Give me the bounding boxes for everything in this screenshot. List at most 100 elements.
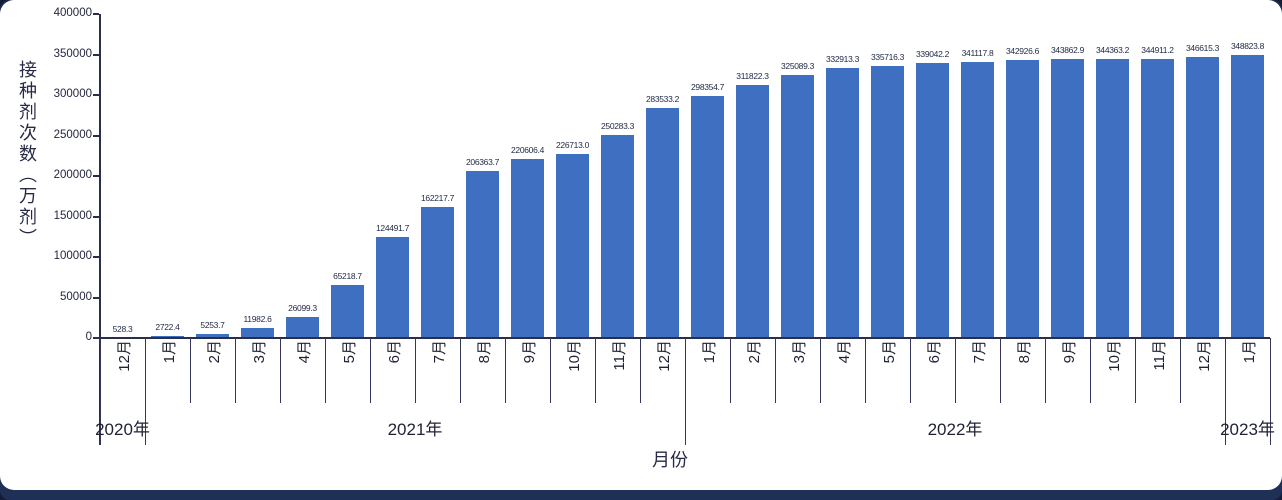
bar-4月 — [826, 68, 859, 338]
bar-value-label: 11982.6 — [243, 314, 272, 325]
month-label: 11月 — [1150, 340, 1168, 371]
month-separator — [774, 338, 776, 403]
y-tick-label: 150000 — [53, 209, 92, 222]
month-separator — [999, 338, 1001, 403]
bar-value-label: 332913.3 — [825, 54, 860, 65]
bar-5月 — [331, 285, 364, 338]
month-separator — [729, 338, 731, 403]
bar-10月 — [1096, 59, 1129, 338]
bar-value-label: 298354.7 — [690, 82, 725, 93]
bar-7月 — [421, 206, 454, 338]
month-label: 12月 — [1195, 340, 1213, 372]
month-separator — [279, 338, 281, 403]
bar-value-label: 226713.0 — [555, 140, 590, 151]
month-separator — [414, 338, 416, 403]
bar-value-label: 283533.2 — [645, 94, 680, 105]
y-tick-mark — [93, 215, 99, 218]
month-separator — [369, 338, 371, 403]
month-label: 3月 — [790, 340, 808, 364]
month-separator — [324, 338, 326, 403]
bar-9月 — [511, 159, 544, 338]
bar-value-label: 344363.2 — [1095, 45, 1130, 56]
month-label: 8月 — [1015, 340, 1033, 364]
month-label: 11月 — [610, 340, 628, 371]
bar-12月 — [646, 108, 679, 338]
y-tick-label: 350000 — [53, 47, 92, 60]
y-tick-mark — [93, 296, 99, 299]
y-tick-label: 100000 — [53, 250, 92, 262]
bar-6月 — [916, 63, 949, 338]
month-label: 12月 — [655, 340, 673, 372]
year-label: 2022年 — [927, 420, 983, 439]
bar-11月 — [601, 135, 634, 338]
bar-value-label: 343862.9 — [1050, 45, 1085, 56]
bar-value-label: 124491.7 — [375, 223, 410, 234]
bar-4月 — [286, 316, 319, 338]
bar-8月 — [1006, 60, 1039, 338]
month-label: 7月 — [970, 340, 988, 364]
month-label: 9月 — [1060, 340, 1078, 364]
month-label: 1月 — [700, 340, 718, 364]
bar-1月 — [1231, 55, 1264, 338]
month-separator — [459, 338, 461, 403]
month-label: 4月 — [295, 340, 313, 364]
month-separator — [1179, 338, 1181, 403]
bar-value-label: 342926.6 — [1005, 46, 1040, 57]
bar-11月 — [1141, 58, 1174, 338]
y-tick-label: 0 — [85, 331, 92, 343]
month-separator — [189, 338, 191, 403]
bar-value-label: 344911.2 — [1141, 44, 1174, 55]
y-tick-mark — [93, 94, 99, 96]
bar-3月 — [781, 74, 814, 338]
year-label: 2020年 — [95, 420, 150, 439]
bar-value-label: 162217.7 — [420, 192, 455, 203]
month-label: 1月 — [1240, 340, 1258, 364]
bar-value-label: 250283.3 — [600, 121, 635, 132]
year-label: 2021年 — [387, 420, 443, 439]
year-separator — [1224, 338, 1226, 445]
y-tick-label: 200000 — [53, 169, 92, 181]
year-separator — [144, 338, 146, 445]
month-label: 2月 — [745, 340, 763, 364]
bar-9月 — [1051, 59, 1084, 338]
bar-value-label: 528.3 — [112, 323, 133, 334]
bar-value-label: 348823.8 — [1230, 41, 1265, 52]
month-label: 10月 — [565, 340, 583, 372]
month-label: 2月 — [205, 340, 223, 364]
month-label: 6月 — [385, 340, 403, 364]
bar-value-label: 65218.7 — [333, 271, 362, 282]
month-separator — [954, 338, 956, 403]
bar-value-label: 341117.8 — [961, 47, 994, 58]
y-tick-mark — [93, 13, 99, 15]
year-label: 2023年 — [1220, 420, 1275, 439]
bar-value-label: 5253.7 — [200, 319, 225, 330]
month-label: 5月 — [340, 340, 358, 364]
x-axis-line — [94, 337, 1270, 339]
month-label: 10月 — [1105, 340, 1123, 372]
month-separator — [504, 338, 506, 403]
month-label: 5月 — [880, 340, 898, 364]
month-separator — [1089, 338, 1091, 403]
bar-value-label: 206363.7 — [465, 156, 500, 167]
bar-6月 — [376, 237, 409, 338]
x-axis-title: 月份 — [652, 450, 688, 470]
month-label: 6月 — [925, 340, 943, 364]
y-tick-label: 400000 — [53, 7, 92, 19]
y-tick-mark — [93, 53, 99, 56]
y-axis-line — [99, 14, 101, 445]
month-label: 4月 — [835, 340, 853, 364]
month-label: 9月 — [520, 340, 538, 364]
y-tick-mark — [93, 175, 99, 177]
month-label: 7月 — [430, 340, 448, 364]
bar-3月 — [241, 328, 274, 338]
month-label: 8月 — [475, 340, 493, 364]
y-tick-label: 250000 — [53, 128, 92, 141]
year-separator — [684, 338, 686, 445]
month-separator — [864, 338, 866, 403]
bar-12月 — [1186, 57, 1219, 338]
year-separator — [99, 338, 101, 445]
y-tick-mark — [93, 134, 99, 137]
y-axis-title: 接种剂次数（万剂） — [17, 60, 37, 249]
